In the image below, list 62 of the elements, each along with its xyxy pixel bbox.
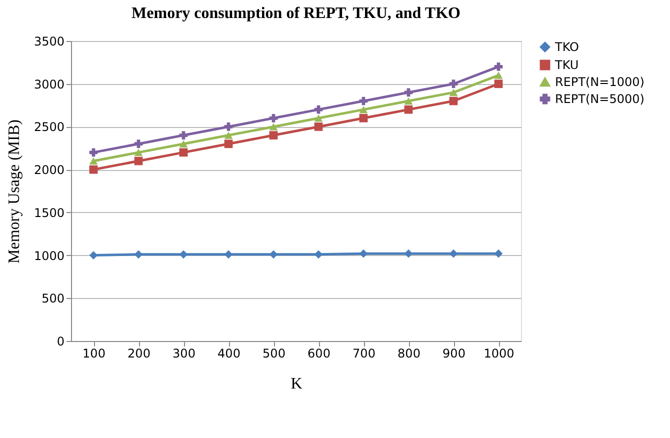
point: [179, 148, 188, 157]
point: [269, 123, 278, 130]
x-tick-label: 100: [82, 346, 106, 360]
y-tick-label: 2000: [34, 163, 64, 178]
point: [494, 62, 503, 71]
point: [269, 250, 278, 259]
point: [314, 105, 323, 114]
point: [179, 250, 188, 259]
point: [404, 88, 413, 97]
y-tick-label: 1000: [34, 248, 64, 263]
point: [449, 80, 458, 88]
point: [224, 122, 233, 131]
x-axis-title: K: [290, 376, 303, 392]
y-tick-label: 0: [56, 334, 64, 348]
y-tick-label: 3500: [34, 34, 64, 48]
x-tick-label: 700: [352, 346, 376, 360]
point: [359, 106, 368, 114]
point: [404, 249, 413, 258]
point: [314, 122, 323, 131]
legend-label: TKU: [554, 58, 579, 72]
point: [404, 97, 413, 105]
point: [314, 114, 323, 122]
point: [269, 114, 278, 122]
point: [89, 148, 98, 157]
x-tick-label: 300: [172, 346, 196, 360]
x-tick-label: 1000: [484, 346, 514, 360]
point: [269, 131, 278, 140]
point: [449, 249, 458, 258]
point: [134, 156, 143, 166]
point: [179, 140, 188, 148]
chart-title: Memory consumption of REPT, TKU, and TKO: [132, 5, 460, 22]
point: [494, 80, 503, 88]
point: [449, 96, 458, 106]
y-axis-title: Memory Usage (MIB): [6, 120, 23, 264]
point: [134, 148, 143, 156]
legend-label: REPT(N=5000): [555, 92, 644, 106]
x-tick-label: 400: [218, 346, 240, 360]
y-tick-label: 500: [42, 292, 64, 306]
point: [404, 105, 413, 114]
point: [449, 88, 458, 96]
x-tick-label: 600: [308, 346, 330, 360]
point: [224, 250, 233, 259]
point: [494, 249, 503, 258]
point: [89, 157, 98, 165]
point: [359, 114, 368, 122]
point: [494, 72, 503, 79]
point: [89, 165, 98, 174]
legend-label: TKO: [554, 40, 579, 54]
x-tick-label: 200: [128, 346, 150, 360]
point: [89, 251, 98, 260]
point: [224, 132, 233, 139]
point: [179, 131, 188, 140]
point: [134, 140, 143, 148]
x-tick-label: 800: [398, 346, 420, 360]
x-tick-label: 500: [262, 346, 286, 360]
y-tick-label: 1500: [34, 206, 64, 220]
legend-label: REPT(N=1000): [555, 75, 644, 89]
y-tick-label: 3000: [34, 77, 64, 92]
x-tick-label: 900: [442, 346, 466, 360]
point: [134, 250, 143, 259]
point: [224, 140, 233, 148]
y-tick-label: 2500: [34, 120, 64, 134]
